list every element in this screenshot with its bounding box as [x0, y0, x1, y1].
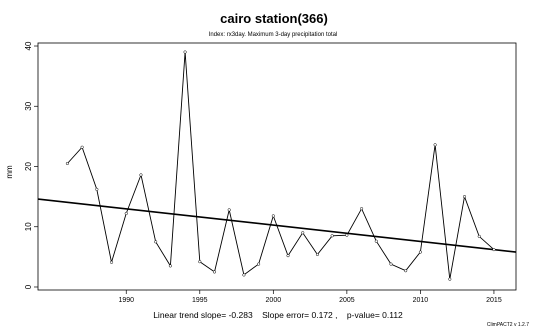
chart-title: cairo station(366) [220, 11, 328, 26]
plot-layer: 1990 1995 2000 2005 2010 2015 0 10 20 30 40 [24, 41, 517, 304]
data-point [124, 211, 128, 216]
y-tick-label: 0 [24, 284, 33, 289]
y-tick-label: 30 [24, 101, 33, 110]
x-tick-label: 1990 [118, 297, 134, 304]
data-point [242, 273, 246, 277]
data-point [330, 234, 334, 238]
data-point [286, 254, 290, 258]
data-point [212, 270, 217, 274]
chart-subtitle: Index: rx3day. Maximum 3-day precipitati… [209, 32, 338, 38]
data-point [139, 173, 143, 177]
series-line [67, 51, 495, 280]
data-point [389, 262, 393, 266]
data-point [433, 143, 437, 147]
data-point [301, 231, 305, 235]
data-point [183, 50, 187, 54]
x-tick-label: 2015 [486, 297, 502, 304]
data-point [168, 264, 172, 268]
data-point [65, 161, 69, 166]
y-tick-label: 10 [24, 222, 33, 231]
data-point [198, 260, 202, 264]
data-point [492, 248, 496, 252]
data-point [109, 260, 114, 264]
data-point [477, 234, 481, 238]
data-point [448, 277, 452, 281]
y-tick-label: 20 [24, 162, 33, 171]
data-point [462, 195, 467, 199]
data-point [315, 252, 319, 257]
y-tick-label: 40 [24, 41, 33, 50]
data-point [404, 269, 408, 273]
data-point [227, 208, 231, 212]
stats-text: Linear trend slope= -0.283 Slope error= … [153, 310, 403, 320]
x-tick-label: 1995 [192, 297, 208, 304]
data-point [360, 207, 364, 211]
credit-text: ClimPACT2 v 1.2.7 [487, 322, 529, 328]
data-point [345, 233, 349, 237]
data-point [374, 239, 378, 243]
x-tick-label: 2010 [413, 297, 429, 304]
x-tick-label: 2005 [339, 297, 355, 304]
data-point [154, 240, 158, 244]
data-point [95, 187, 99, 191]
y-axis-label: mm [5, 165, 14, 179]
data-point [257, 262, 261, 266]
data-point [418, 250, 422, 254]
x-tick-label: 2000 [266, 297, 282, 304]
data-point [271, 214, 275, 218]
trend-line [37, 198, 517, 253]
data-point [80, 145, 84, 149]
